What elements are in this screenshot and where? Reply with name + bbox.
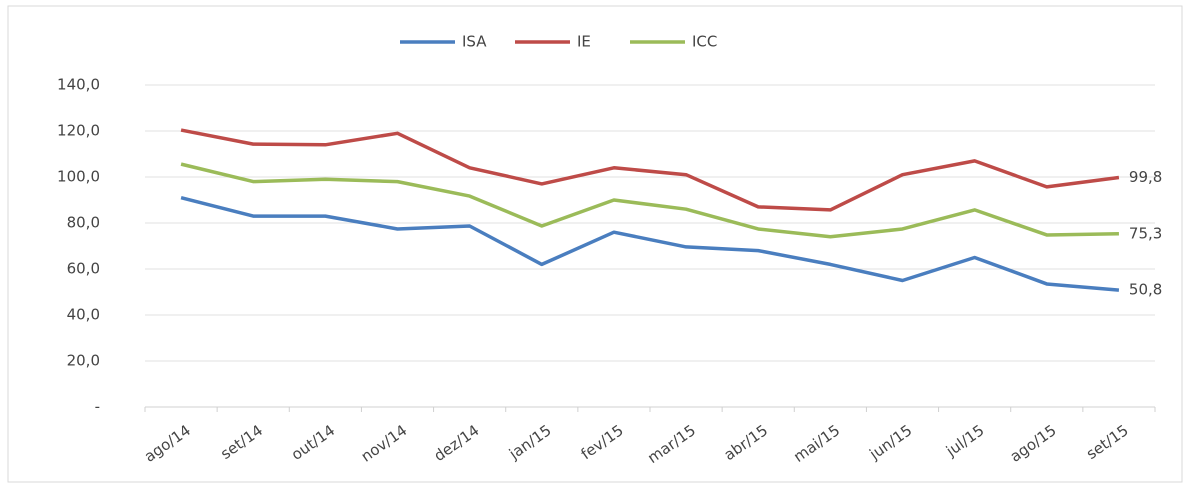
y-tick-label: -: [95, 398, 100, 416]
series-line: [180, 196, 1120, 292]
x-tick-label: ago/14: [141, 421, 194, 466]
data-label: 50,8: [1129, 281, 1162, 299]
x-tick-label: abr/15: [721, 421, 771, 464]
y-tick-label: 100,0: [57, 168, 100, 186]
x-tick-label: set/15: [1083, 421, 1132, 463]
y-tick-label: 80,0: [67, 214, 100, 232]
x-tick-label: ago/15: [1007, 421, 1060, 466]
legend-label: ISA: [462, 33, 487, 51]
x-tick-label: nov/14: [358, 421, 411, 465]
y-tick-label: 40,0: [67, 306, 100, 324]
x-tick-label: fev/15: [578, 421, 627, 463]
x-tick-label: out/14: [288, 421, 338, 464]
series-line: [180, 128, 1120, 212]
data-label: 75,3: [1129, 224, 1162, 242]
y-tick-label: 120,0: [57, 122, 100, 140]
x-tick-label: mai/15: [790, 421, 843, 466]
legend-label: IE: [577, 33, 591, 51]
x-tick-label: jan/15: [505, 421, 555, 463]
chart-border: [7, 5, 1183, 483]
x-tick-label: set/14: [217, 421, 266, 463]
y-tick-label: 60,0: [67, 260, 100, 278]
x-tick-label: mar/15: [644, 421, 699, 467]
x-tick-label: jul/15: [942, 421, 988, 460]
y-tick-label: 140,0: [57, 76, 100, 94]
x-tick-label: jun/15: [865, 421, 915, 463]
data-label: 99,8: [1129, 168, 1162, 186]
x-tick-label: dez/14: [431, 421, 483, 465]
y-tick-label: 20,0: [67, 352, 100, 370]
series-line: [180, 162, 1119, 239]
legend-label: ICC: [692, 33, 717, 51]
